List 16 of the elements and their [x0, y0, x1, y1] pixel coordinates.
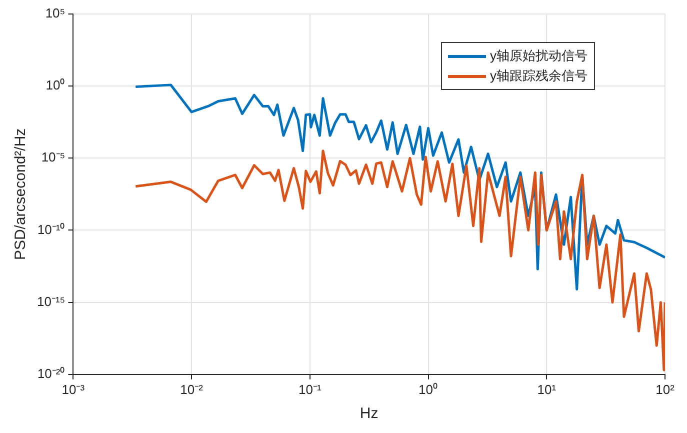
y-tick-label: 10⁻²⁰	[37, 366, 66, 381]
x-tick-label: 10⁻²	[180, 382, 204, 397]
x-tick-label: 10²	[656, 382, 676, 397]
x-axis-title: Hz	[360, 405, 378, 422]
x-tick-label: 10¹	[537, 382, 557, 397]
y-tick-label: 10⁻¹⁰	[37, 222, 66, 237]
y-tick-label: 10⁵	[45, 6, 66, 21]
y-tick-label: 10⁰	[46, 78, 66, 93]
x-tick-label: 10⁻³	[62, 382, 86, 397]
y-tick-label: 10⁻⁵	[41, 150, 66, 165]
x-tick-label: 10⁰	[418, 382, 438, 397]
y-axis-title: PSD/arcsecond²/Hz	[12, 128, 30, 260]
x-tick-label: 10⁻¹	[298, 382, 322, 397]
y-tick-label: 10⁻¹⁵	[36, 294, 66, 309]
legend-label: y轴跟踪残余信号	[490, 67, 588, 85]
legend-label: y轴原始扰动信号	[490, 47, 588, 65]
